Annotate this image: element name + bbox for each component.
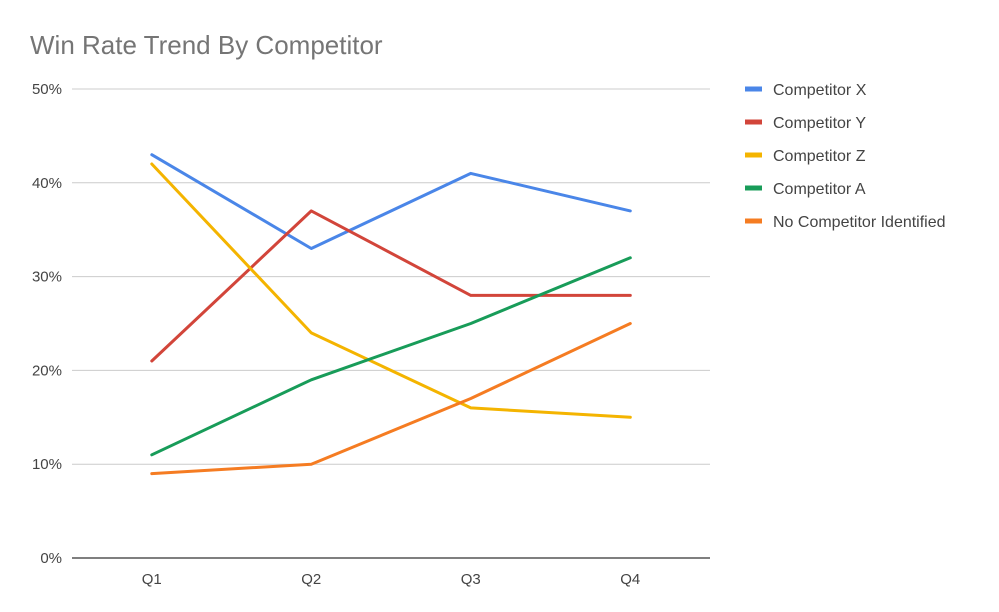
x-tick-label: Q1 (142, 571, 162, 588)
x-tick-label: Q2 (301, 571, 321, 588)
series-line-0 (150, 153, 632, 250)
series-line-3 (150, 256, 632, 457)
y-axis-ticks: 0% 10% 20% 30% 40% 50% (32, 81, 62, 567)
series-line-2 (150, 162, 632, 419)
y-tick-label: 50% (32, 81, 62, 98)
series-line-4 (150, 322, 632, 476)
legend-label: Competitor X (773, 82, 867, 99)
legend-label: Competitor Z (773, 148, 866, 165)
legend: Competitor X Competitor Y Competitor Z Comp… (745, 82, 946, 231)
legend-label: Competitor A (773, 181, 866, 198)
x-axis-ticks: Q1 Q2 Q3 Q4 (142, 571, 641, 588)
y-tick-label: 10% (32, 456, 62, 473)
y-tick-label: 30% (32, 269, 62, 286)
x-tick-label: Q4 (620, 571, 640, 588)
series-line-1 (150, 209, 632, 363)
legend-label: No Competitor Identified (773, 214, 946, 231)
y-tick-label: 20% (32, 362, 62, 379)
gridlines (72, 88, 710, 559)
chart-title: Win Rate Trend By Competitor (30, 30, 383, 60)
legend-label: Competitor Y (773, 115, 866, 132)
x-tick-label: Q3 (461, 571, 481, 588)
y-tick-label: 40% (32, 175, 62, 192)
series-lines (150, 153, 632, 476)
y-tick-label: 0% (40, 550, 62, 567)
